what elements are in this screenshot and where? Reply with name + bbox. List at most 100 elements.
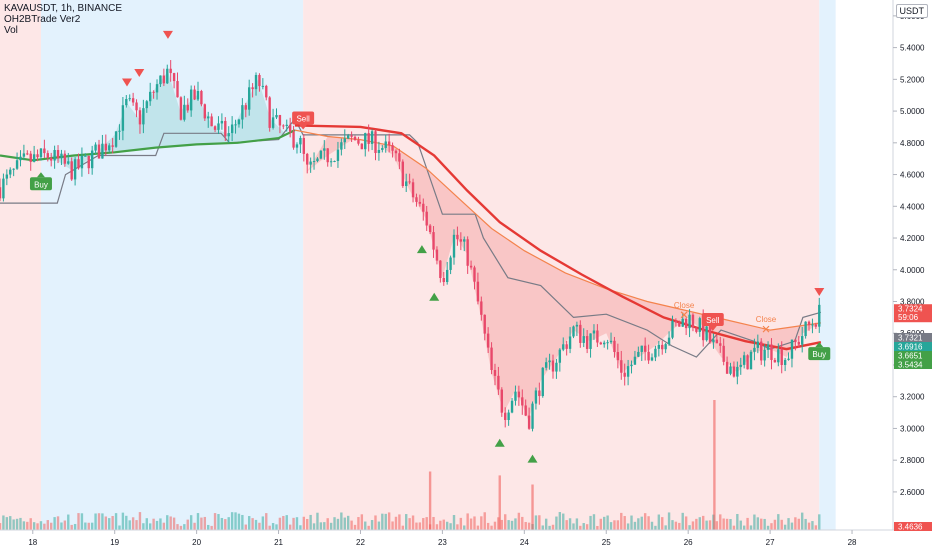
candle-body xyxy=(739,364,742,367)
volume-bar xyxy=(398,514,401,530)
candle-body xyxy=(637,351,640,357)
volume-bar xyxy=(309,514,312,530)
candle-body xyxy=(469,265,473,268)
volume-label[interactable]: Vol xyxy=(4,25,18,36)
volume-bar xyxy=(787,518,790,530)
volume-bar xyxy=(162,522,166,530)
candle-body xyxy=(302,137,306,154)
candle-body xyxy=(804,321,807,337)
volume-bar xyxy=(271,523,275,530)
candle-body xyxy=(94,144,97,151)
volume-bar xyxy=(702,515,705,530)
volume-bar xyxy=(77,513,80,530)
candle-body xyxy=(166,68,169,84)
candle-body xyxy=(527,415,531,429)
candle-body xyxy=(323,148,326,151)
volume-bar xyxy=(5,517,9,530)
candle-body xyxy=(22,153,26,157)
volume-bar xyxy=(111,516,114,530)
candle-body xyxy=(592,330,596,334)
volume-bar xyxy=(391,521,394,530)
candle-body xyxy=(456,234,459,240)
volume-bar xyxy=(490,525,493,530)
candle-body xyxy=(763,349,766,361)
candle-body xyxy=(654,348,657,358)
sell-fill xyxy=(307,136,821,421)
candle-body xyxy=(459,239,463,242)
volume-bar xyxy=(220,517,224,530)
candle-body xyxy=(582,336,585,343)
candle-body xyxy=(613,340,616,353)
currency-label[interactable]: USDT xyxy=(895,4,928,18)
candle-body xyxy=(312,161,316,163)
candle-body xyxy=(131,98,135,103)
candle-body xyxy=(579,324,582,343)
volume-bar xyxy=(603,516,606,530)
candle-body xyxy=(237,119,241,125)
volume-bar xyxy=(80,513,84,530)
volume-bar xyxy=(121,512,125,530)
candle-body xyxy=(742,355,746,365)
candle-body xyxy=(712,339,715,343)
candle-body xyxy=(749,351,753,370)
volume-bar xyxy=(87,522,90,530)
volume-bar xyxy=(463,525,466,530)
candle-body xyxy=(319,150,323,159)
candle-body xyxy=(466,239,469,266)
volume-bar xyxy=(401,525,405,530)
candle-body xyxy=(104,143,108,151)
candle-body xyxy=(306,153,309,165)
volume-bar xyxy=(592,514,596,530)
volume-bar xyxy=(53,517,56,530)
close-mark-x xyxy=(762,325,770,333)
candle-body xyxy=(760,341,763,361)
volume-bar xyxy=(770,523,773,530)
volume-bar xyxy=(323,522,326,530)
zone-buy xyxy=(819,0,836,530)
candle-body xyxy=(149,91,152,102)
candle-body xyxy=(736,366,739,377)
candle-body xyxy=(357,140,360,144)
candle-body xyxy=(135,102,138,111)
candle-body xyxy=(681,318,684,327)
candle-body xyxy=(176,81,179,98)
volume-bar xyxy=(544,518,548,530)
candle-body xyxy=(603,342,606,345)
volume-bar xyxy=(671,520,674,530)
candle-body xyxy=(230,124,234,134)
price-label: 3.5434 xyxy=(894,360,932,370)
candle-body xyxy=(725,361,729,374)
volume-spike xyxy=(713,400,716,530)
chart-legend: KAVAUSDT, 1h, BINANCE OH2BTrade Ver2 Vol xyxy=(4,3,122,36)
candle-body xyxy=(770,344,773,360)
candle-body xyxy=(12,168,15,170)
candle-body xyxy=(210,116,213,127)
volume-bar xyxy=(36,523,39,530)
candle-body xyxy=(101,143,104,159)
volume-bar xyxy=(715,521,719,530)
zone-sell xyxy=(303,0,820,530)
candle-body xyxy=(452,234,456,258)
candle-body xyxy=(128,98,131,100)
candle-body xyxy=(29,153,32,162)
volume-bar xyxy=(667,512,671,530)
candle-body xyxy=(90,150,94,169)
volume-bar xyxy=(521,516,524,530)
candle-body xyxy=(773,359,777,363)
symbol-title[interactable]: KAVAUSDT, 1h, BINANCE xyxy=(4,3,122,14)
indicator-name[interactable]: OH2BTrade Ver2 xyxy=(4,14,81,25)
volume-bar xyxy=(504,514,507,530)
price-label-value: 3.7324 xyxy=(898,305,923,314)
candle-body xyxy=(387,141,391,146)
volume-spike xyxy=(428,471,432,530)
volume-bar xyxy=(312,523,316,530)
x-tick-label: 23 xyxy=(438,538,447,547)
candle-body xyxy=(295,144,299,148)
volume-bar xyxy=(384,513,387,530)
volume-bar xyxy=(476,525,480,530)
volume-bar xyxy=(456,524,459,530)
down-triangle xyxy=(121,78,132,87)
